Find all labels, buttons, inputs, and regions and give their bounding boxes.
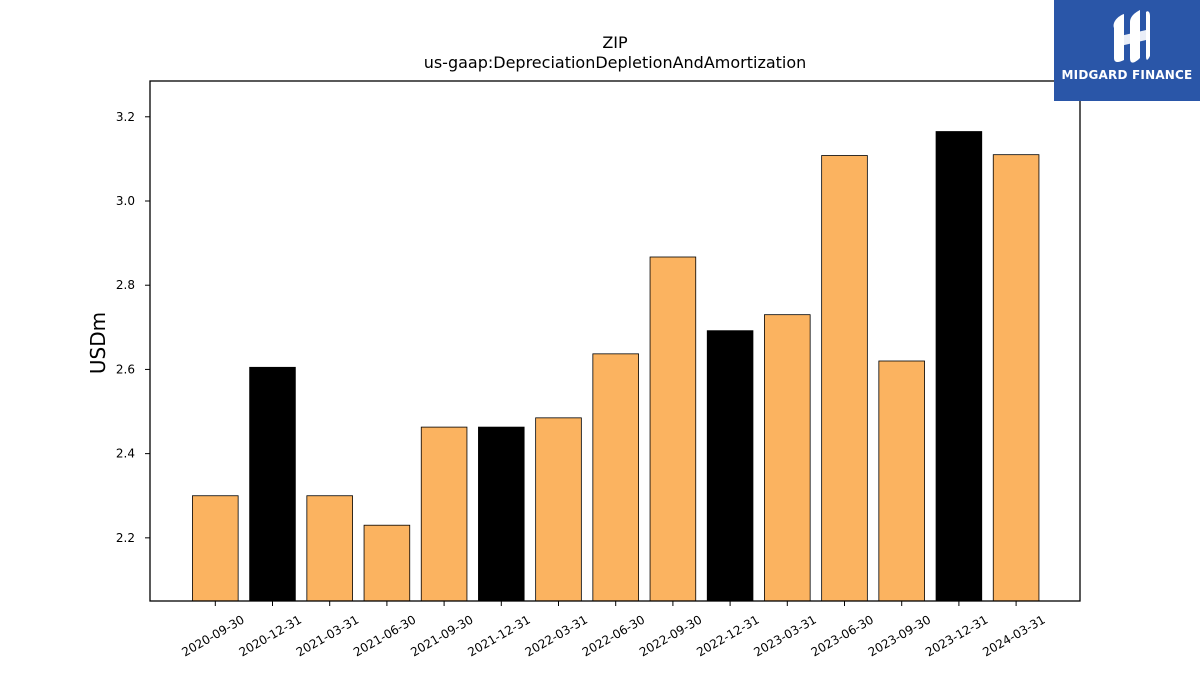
x-tick-label: 2023-12-31	[923, 612, 990, 659]
chart-title: ZIP	[602, 33, 628, 52]
x-tick-label: 2021-06-30	[351, 612, 418, 659]
bar-2022-06-30	[592, 353, 639, 602]
y-tick-label: 2.6	[116, 362, 135, 376]
x-tick-label: 2023-09-30	[866, 612, 933, 659]
bars-group	[192, 131, 1040, 602]
y-ticks-group: 2.2 2.4 2.6 2.8 3.0 3.2	[116, 110, 150, 545]
y-tick-label: 2.2	[116, 531, 135, 545]
bar-2020-09-30	[192, 495, 239, 602]
x-tick-label: 2023-06-30	[809, 612, 876, 659]
plot-frame	[149, 80, 1081, 602]
x-tick-label: 2023-03-31	[751, 612, 818, 659]
brand-mark-icon	[1113, 10, 1150, 63]
bar-2021-09-30	[420, 426, 468, 602]
bar-2023-06-30	[821, 155, 868, 602]
brand-name: MIDGARD FINANCE	[1061, 68, 1193, 82]
x-tick-label: 2024-03-31	[980, 612, 1047, 659]
y-axis-label: USDm	[86, 312, 110, 374]
x-tick-label: 2021-12-31	[465, 612, 532, 659]
bar-2022-03-31	[535, 417, 582, 602]
x-tick-label: 2022-03-31	[523, 612, 590, 659]
bar-2021-12-31	[478, 426, 525, 602]
x-tick-label: 2022-09-30	[637, 612, 704, 659]
bar-2024-03-31	[992, 154, 1040, 602]
x-tick-label: 2022-06-30	[580, 612, 647, 659]
bar-2021-03-31	[306, 495, 353, 602]
chart-subtitle: us-gaap:DepreciationDepletionAndAmortiza…	[424, 53, 807, 72]
bar-2020-12-31	[249, 366, 296, 602]
bar-2023-09-30	[878, 360, 925, 602]
bar-2023-03-31	[764, 314, 811, 602]
x-tick-label: 2021-03-31	[294, 612, 361, 659]
bar-2023-12-31	[935, 131, 983, 602]
x-ticks-group: 2020-09-302020-12-312021-03-312021-06-30…	[179, 601, 1048, 659]
x-tick-label: 2020-12-31	[237, 612, 304, 659]
x-tick-label: 2021-09-30	[408, 612, 475, 659]
y-tick-label: 2.8	[116, 278, 135, 292]
x-tick-label: 2020-09-30	[179, 612, 246, 659]
bar-2021-06-30	[363, 524, 411, 602]
bar-2022-12-31	[706, 330, 754, 602]
x-tick-label: 2022-12-31	[694, 612, 761, 659]
y-tick-label: 3.2	[116, 110, 135, 124]
y-tick-label: 2.4	[116, 447, 135, 461]
y-tick-label: 3.0	[116, 194, 135, 208]
brand-logo: MIDGARD FINANCE	[1054, 0, 1200, 101]
bar-2022-09-30	[649, 256, 697, 602]
